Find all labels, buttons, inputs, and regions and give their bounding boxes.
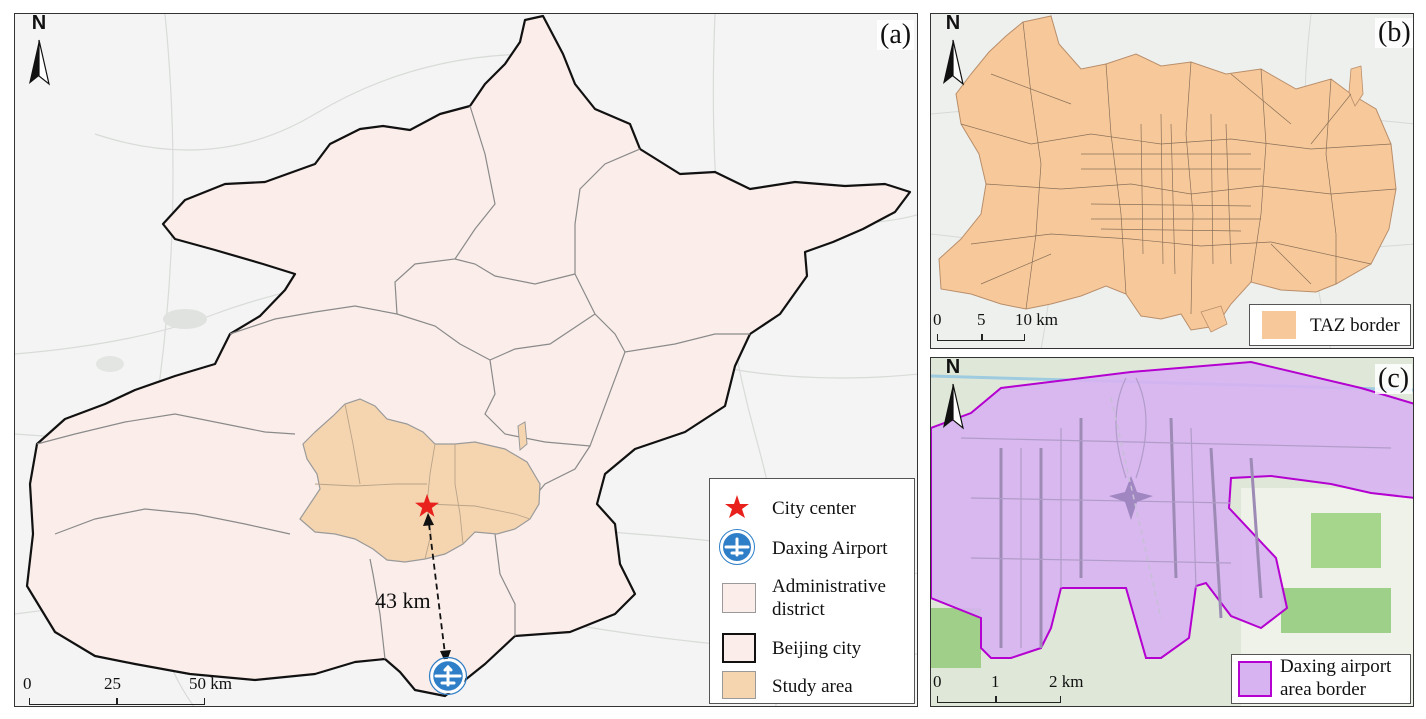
scale-tick-0: 0 <box>23 674 32 693</box>
legend-label-city-center: City center <box>772 498 856 519</box>
reservoir-shape-2 <box>96 356 124 372</box>
field-patch <box>1311 513 1381 568</box>
distance-label: 43 km <box>375 588 431 613</box>
panel-a-map: N (a) 43 km 0 25 50 km City center Daxin… <box>14 13 918 707</box>
legend-label-daxing-airport: Daxing Airport <box>772 538 888 559</box>
scale-bar-c: 0 1 2 km <box>933 672 1083 706</box>
reservoir-shape <box>163 309 207 329</box>
north-arrow-b-icon <box>943 39 964 86</box>
legend-swatch-beijing-city <box>722 633 756 663</box>
beijing-map-svg <box>15 14 917 706</box>
scale-tick-1: 5 <box>977 310 986 329</box>
scale-tick-2: 50 km <box>189 674 232 693</box>
panel-label-b: (b) <box>1375 18 1413 48</box>
legend-swatch-study-area <box>722 671 756 699</box>
field-patch-3 <box>931 608 981 668</box>
airport-area-border <box>931 360 1413 659</box>
north-letter: N <box>31 13 47 34</box>
field-patch-2 <box>1281 588 1391 633</box>
legend-label-airport-line1: Daxing airport <box>1280 656 1392 677</box>
legend-label-study-area: Study area <box>772 676 853 697</box>
legend-swatch-administrative-district <box>722 583 756 613</box>
legend-b: TAZ border <box>1249 304 1411 346</box>
panel-c-map: N (c) 0 1 2 km Daxing airport area borde… <box>930 357 1414 707</box>
taz-internal-borders <box>960 21 1397 315</box>
arrow-head-top <box>423 513 434 526</box>
study-area-shape <box>299 398 541 563</box>
study-area-inner-boundaries <box>314 403 531 560</box>
taz-map-svg <box>931 14 1413 348</box>
scale-tick-1: 1 <box>991 672 1000 691</box>
scale-bar-b: 0 5 10 km <box>933 310 1063 344</box>
legend-label-airport-line2: area border <box>1280 679 1366 700</box>
taz-fragment-2 <box>1200 305 1228 333</box>
legend-label-administrative-line1: Administrative <box>772 576 886 597</box>
distance-arrow-line <box>428 523 446 655</box>
panel-label-c: (c) <box>1375 364 1413 394</box>
scale-tick-1: 25 <box>104 674 121 693</box>
taz-fragment <box>1348 65 1364 107</box>
legend-label-administrative-line2: district <box>772 599 825 620</box>
terminal-shape <box>1109 476 1153 520</box>
scale-tick-0: 0 <box>933 310 942 329</box>
legend-airplane-icon <box>719 529 755 565</box>
panel-b-map: N (b) 0 5 10 km TAZ border <box>930 13 1414 349</box>
north-letter: N <box>945 357 961 378</box>
rail-line <box>1110 397 1162 619</box>
daxing-airport-icon <box>428 656 468 696</box>
scale-tick-2: 2 km <box>1049 672 1084 691</box>
district-boundaries <box>36 105 750 660</box>
scale-bar-a: 0 25 50 km <box>23 674 232 706</box>
scale-tick-2: 10 km <box>1015 310 1058 329</box>
legend-label-taz-border: TAZ border <box>1310 315 1400 336</box>
scale-tick-0: 0 <box>933 672 942 691</box>
legend-swatch-taz-border <box>1262 311 1296 339</box>
legend-label-beijing-city: Beijing city <box>772 638 862 659</box>
legend-c: Daxing airport area border <box>1231 654 1411 704</box>
taz-area-shape <box>938 15 1397 331</box>
panel-label-a: (a) <box>877 20 915 50</box>
north-label-a: N <box>21 14 57 84</box>
arrow-head-bottom <box>440 650 451 664</box>
study-area-fragment <box>517 421 528 452</box>
runways <box>999 417 1263 648</box>
north-arrow-c-icon <box>943 383 964 430</box>
legend-a: City center Daxing Airport Administrativ… <box>709 478 915 704</box>
north-arrow-a-icon <box>29 39 50 86</box>
legend-star-icon <box>725 495 749 518</box>
legend-swatch-airport-border <box>1238 661 1272 697</box>
taxiways <box>960 377 1392 648</box>
north-label-c: N <box>935 358 971 428</box>
north-label-b: N <box>935 14 971 84</box>
city-center-star-icon <box>415 494 439 517</box>
north-letter: N <box>945 13 961 34</box>
